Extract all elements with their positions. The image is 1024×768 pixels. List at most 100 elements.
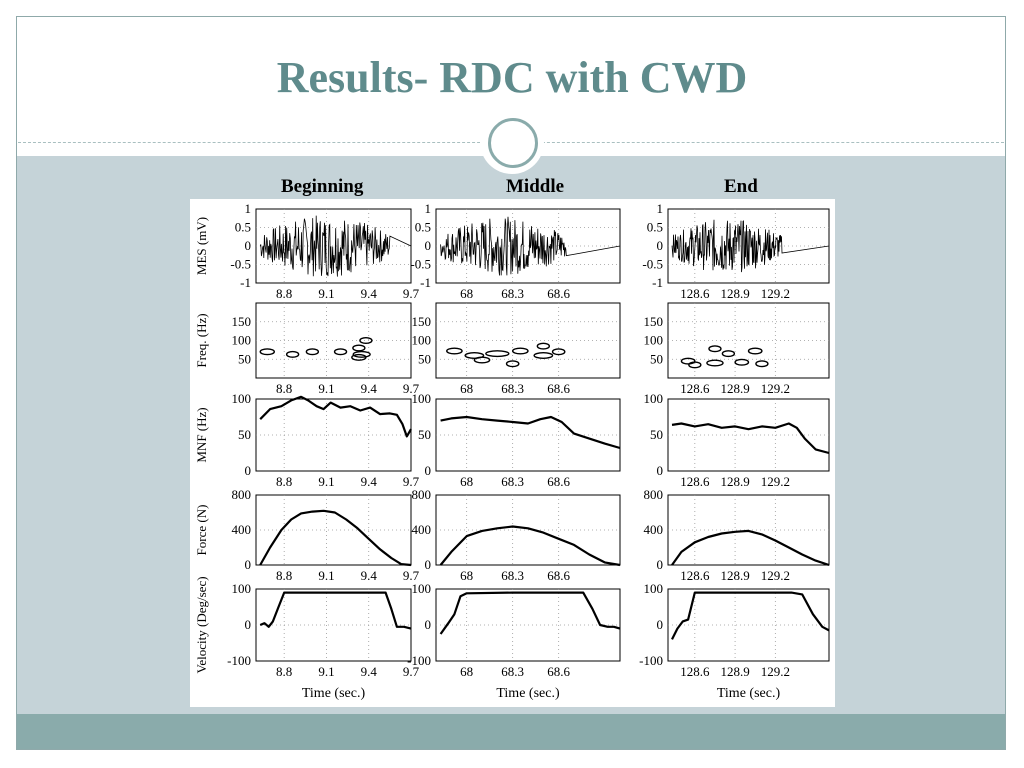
xtick-mes-2-1: 128.9 <box>720 286 749 301</box>
ytick-mnf-0-2: 0 <box>245 463 252 478</box>
series-force-2 <box>671 529 830 567</box>
ytick-mnf-2-1: 50 <box>650 427 663 442</box>
series-emg-2 <box>671 219 830 273</box>
ylabel-freq: Freq. (Hz) <box>194 313 209 367</box>
ytick-mes-0-1: 0.5 <box>235 220 251 235</box>
ytick-velocity-0-0: 100 <box>232 581 252 596</box>
figure-panel: MES (mV) 1 0.5 0 -0.5 -1 8.8 9.1 9.4 9.7 1 0.5 0 -0.5… <box>190 199 835 707</box>
ytick-mes-2-1: 0.5 <box>647 220 663 235</box>
column-header-end: End <box>724 176 758 197</box>
xtick-mnf-0-3: 9.7 <box>403 474 420 489</box>
ytick-mes-1-0: 1 <box>425 201 432 216</box>
ytick-velocity-2-1: 0 <box>657 617 664 632</box>
ytick-freq-0-0: 150 <box>232 314 252 329</box>
contour-0-2 <box>305 348 320 356</box>
contour-1-8 <box>536 342 551 350</box>
contour-2-6 <box>747 347 763 355</box>
series-mnf-1 <box>440 415 621 450</box>
ytick-freq-1-2: 50 <box>418 351 431 366</box>
ytick-freq-2-0: 150 <box>644 314 664 329</box>
ytick-mes-1-1: 0.5 <box>415 220 431 235</box>
ytick-force-1-1: 400 <box>412 522 432 537</box>
plot-frame-mnf-0 <box>255 398 412 472</box>
ytick-force-0-0: 800 <box>232 487 252 502</box>
xtick-mnf-1-0: 68 <box>460 474 473 489</box>
xlabel-0: Time (sec.) <box>302 686 366 701</box>
xtick-freq-1-1: 68.3 <box>501 381 524 396</box>
footer-band <box>17 714 1005 749</box>
contour-0-0 <box>259 348 276 356</box>
xtick-force-2-2: 129.2 <box>761 568 790 583</box>
xtick-mes-0-0: 8.8 <box>276 286 292 301</box>
ytick-mes-2-4: -1 <box>652 275 663 290</box>
contour-2-4 <box>688 361 702 369</box>
contour-1-3 <box>511 347 529 355</box>
ytick-mnf-1-2: 0 <box>425 463 432 478</box>
column-header-middle: Middle <box>506 176 565 197</box>
xtick-freq-0-3: 9.7 <box>403 381 420 396</box>
series-mnf-2 <box>671 422 830 455</box>
xtick-force-1-0: 68 <box>460 568 473 583</box>
ytick-mes-0-0: 1 <box>245 201 252 216</box>
series-force-1 <box>439 525 621 567</box>
xtick-mes-0-3: 9.7 <box>403 286 420 301</box>
series-velocity-2 <box>671 591 830 640</box>
xtick-mes-1-1: 68.3 <box>501 286 524 301</box>
ylabel-mes: MES (mV) <box>194 217 209 275</box>
ytick-freq-2-1: 100 <box>644 333 664 348</box>
xtick-velocity-2-2: 129.2 <box>761 664 790 679</box>
ytick-mes-0-4: -1 <box>240 275 251 290</box>
ytick-velocity-0-2: -100 <box>227 653 251 668</box>
contour-0-7 <box>351 353 367 361</box>
ytick-velocity-1-1: 0 <box>425 617 432 632</box>
contour-2-5 <box>721 350 736 358</box>
contour-0-6 <box>359 336 373 344</box>
contour-1-2 <box>485 350 510 358</box>
circle-ornament-icon <box>480 110 544 174</box>
xtick-mes-2-2: 129.2 <box>761 286 790 301</box>
xlabel-2: Time (sec.) <box>717 686 781 701</box>
xtick-mnf-2-0: 128.6 <box>680 474 710 489</box>
results-chart: MES (mV) 1 0.5 0 -0.5 -1 8.8 9.1 9.4 9.7 1 0.5 0 -0.5… <box>194 201 830 701</box>
contour-0-3 <box>333 348 348 356</box>
xtick-mnf-2-2: 129.2 <box>761 474 790 489</box>
xtick-velocity-2-0: 128.6 <box>680 664 710 679</box>
ytick-mes-1-3: -0.5 <box>410 257 431 272</box>
ylabel-mnf: MNF (Hz) <box>194 407 209 462</box>
xtick-mes-2-0: 128.6 <box>680 286 710 301</box>
series-emg-0 <box>259 215 412 277</box>
ytick-force-0-1: 400 <box>232 522 252 537</box>
ytick-mes-1-4: -1 <box>420 275 431 290</box>
xtick-mnf-2-1: 128.9 <box>720 474 749 489</box>
xtick-velocity-0-2: 9.4 <box>361 664 378 679</box>
xtick-freq-0-2: 9.4 <box>361 381 378 396</box>
xtick-force-0-0: 8.8 <box>276 568 292 583</box>
xtick-mes-1-0: 68 <box>460 286 473 301</box>
xtick-mes-0-2: 9.4 <box>361 286 378 301</box>
xtick-freq-2-0: 128.6 <box>680 381 710 396</box>
xtick-force-1-2: 68.6 <box>547 568 570 583</box>
xtick-velocity-0-3: 9.7 <box>403 664 420 679</box>
xtick-mes-1-2: 68.6 <box>547 286 570 301</box>
ytick-force-1-0: 800 <box>412 487 432 502</box>
ytick-force-2-0: 800 <box>644 487 664 502</box>
xtick-force-0-2: 9.4 <box>361 568 378 583</box>
series-emg-1 <box>440 216 621 276</box>
ytick-freq-1-0: 150 <box>412 314 432 329</box>
contour-1-7 <box>505 360 520 368</box>
ytick-mes-2-2: 0 <box>657 238 664 253</box>
contour-0-5 <box>352 350 371 358</box>
plot-frame-freq-0 <box>255 302 412 379</box>
ytick-mes-0-3: -0.5 <box>230 257 251 272</box>
xtick-force-2-0: 128.6 <box>680 568 710 583</box>
series-velocity-1 <box>439 591 621 635</box>
ytick-force-0-2: 0 <box>245 557 252 572</box>
xtick-velocity-0-0: 8.8 <box>276 664 292 679</box>
ytick-velocity-1-0: 100 <box>412 581 432 596</box>
ylabel-velocity: Velocity (Deg/sec) <box>194 576 209 673</box>
xtick-mnf-1-1: 68.3 <box>501 474 524 489</box>
ytick-freq-0-1: 100 <box>232 333 252 348</box>
series-force-0 <box>259 509 412 567</box>
ytick-velocity-2-2: -100 <box>639 653 663 668</box>
ytick-velocity-1-2: -100 <box>407 653 431 668</box>
